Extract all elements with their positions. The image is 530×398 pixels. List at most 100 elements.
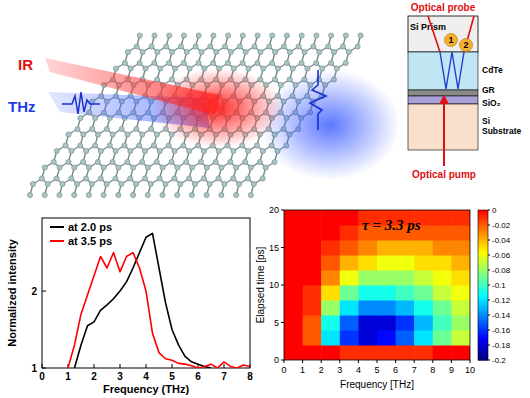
atom (222, 44, 227, 49)
atom (326, 44, 331, 49)
colorbar-tick-label: -0.14 (492, 311, 511, 320)
probe-in (428, 16, 440, 52)
atom (246, 148, 251, 153)
legend-label: at 3.5 ps (68, 235, 112, 247)
heat-cell (284, 210, 303, 226)
x-tick-label: 7 (412, 365, 417, 375)
y-tick-label: 5 (274, 318, 279, 328)
colorbar-tick (488, 300, 490, 301)
heat-cell (396, 285, 415, 301)
atom (225, 33, 230, 38)
schematic: Optical probeSi PrismCdTeGRSiO₂SiSubstra… (408, 2, 521, 180)
atom (98, 176, 103, 181)
atom (151, 143, 156, 148)
atom (51, 159, 56, 164)
atom (137, 33, 142, 38)
y-tick-label: 1 (31, 363, 37, 374)
prism-label: Si Prism (410, 22, 446, 32)
plot-frame (284, 210, 470, 360)
heat-cell (433, 240, 452, 256)
atom (104, 181, 109, 186)
atom (214, 49, 219, 54)
thz-glow (260, 70, 400, 180)
atom (255, 60, 260, 65)
atom (137, 60, 142, 65)
atom (149, 44, 154, 49)
atom (78, 115, 83, 120)
heat-cell (377, 270, 396, 286)
heat-cell (303, 330, 322, 346)
layer-label-line: CdTe (482, 65, 503, 75)
heat-cell (303, 315, 322, 331)
x-tick (224, 364, 225, 368)
pump-label: Optical pump (412, 169, 476, 180)
atom (243, 49, 248, 54)
atom (72, 192, 77, 197)
heat-cell (284, 315, 303, 331)
atom (219, 165, 224, 170)
atom (240, 60, 245, 65)
ir-spot (153, 68, 283, 148)
heat-cell (284, 255, 303, 271)
atom (207, 181, 212, 186)
x-tick-label: 8 (247, 371, 253, 382)
atom (167, 33, 172, 38)
pump-arrowhead (439, 95, 449, 104)
x-tick-label: 3 (117, 371, 123, 382)
atom (125, 159, 130, 164)
atom (125, 132, 130, 137)
atom (216, 148, 221, 153)
atom (228, 49, 233, 54)
atom (198, 159, 203, 164)
atom (63, 143, 68, 148)
atom (119, 126, 124, 131)
heat-cell (303, 300, 322, 316)
x-tick-label: 7 (221, 371, 227, 382)
atom (166, 60, 171, 65)
spot-label: 2 (463, 40, 468, 50)
atom (299, 33, 304, 38)
atom (163, 181, 168, 186)
atom (157, 148, 162, 153)
atom (346, 49, 351, 54)
ir-label: IR (18, 56, 33, 73)
heat-cell (396, 300, 415, 316)
legend-swatch (50, 226, 64, 228)
colorbar-tick (488, 270, 490, 271)
layer-label: GR (482, 85, 495, 95)
heat-cell (377, 345, 396, 360)
atom (30, 181, 35, 186)
atom (145, 192, 150, 197)
heat-cell (414, 345, 433, 360)
colorbar-tick-label: 0 (492, 206, 497, 215)
atom (260, 148, 265, 153)
atom (172, 66, 177, 71)
x-tick-label: 3 (337, 365, 342, 375)
atom (296, 44, 301, 49)
heat-cell (303, 210, 322, 226)
colorbar-tick (488, 210, 490, 211)
colorbar-tick-label: -0.12 (492, 296, 511, 305)
atom (260, 176, 265, 181)
heat-cell (451, 345, 470, 360)
atom (78, 143, 83, 148)
atom (314, 60, 319, 65)
atom (284, 60, 289, 65)
colorbar-tick (488, 255, 490, 256)
atom (66, 132, 71, 137)
heatmap: 01234567891005101520Frequency [THz]Elaps… (255, 205, 511, 390)
atom (172, 176, 177, 181)
legend-swatch (50, 240, 64, 242)
atom (66, 159, 71, 164)
atom (45, 181, 50, 186)
layer (408, 96, 478, 104)
atom (343, 33, 348, 38)
heat-cell (451, 285, 470, 301)
atom (86, 165, 91, 170)
atom (237, 44, 242, 49)
atom (110, 159, 115, 164)
atom (134, 126, 139, 131)
atom (152, 60, 157, 65)
x-tick (470, 360, 471, 363)
y-tick-label: 0 (274, 355, 279, 365)
